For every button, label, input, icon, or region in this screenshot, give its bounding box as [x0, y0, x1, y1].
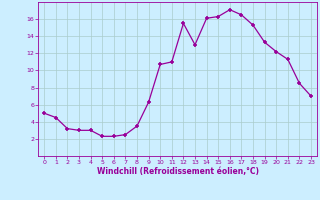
X-axis label: Windchill (Refroidissement éolien,°C): Windchill (Refroidissement éolien,°C): [97, 167, 259, 176]
